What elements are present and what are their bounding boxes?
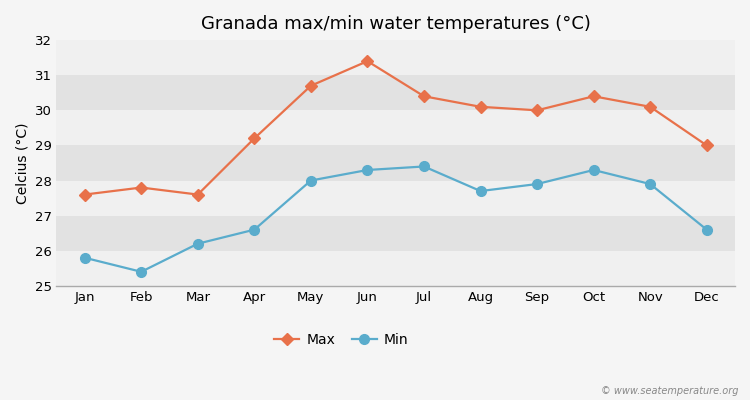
Max (250, 136, 259, 141)
Min (476, 189, 485, 194)
Min (419, 164, 428, 169)
Line: Min: Min (80, 162, 712, 277)
Bar (56, 146, 735, 180)
Max (646, 104, 655, 109)
Min (532, 182, 542, 186)
Text: © www.seatemperature.org: © www.seatemperature.org (602, 386, 739, 396)
Legend: Max, Min: Max, Min (268, 327, 414, 352)
Max (307, 83, 316, 88)
Min (702, 227, 711, 232)
Min (307, 178, 316, 183)
Min (194, 241, 202, 246)
Max (136, 185, 146, 190)
Title: Granada max/min water temperatures (°C): Granada max/min water temperatures (°C) (201, 15, 591, 33)
Min (250, 227, 259, 232)
Max (590, 94, 598, 99)
Min (363, 168, 372, 172)
Min (136, 269, 146, 274)
Bar (56, 251, 735, 286)
Bar (56, 40, 735, 75)
Max (532, 108, 542, 113)
Min (590, 168, 598, 172)
Bar (56, 110, 735, 146)
Bar (56, 75, 735, 110)
Max (194, 192, 202, 197)
Min (80, 255, 89, 260)
Max (363, 59, 372, 64)
Max (80, 192, 89, 197)
Min (646, 182, 655, 186)
Max (419, 94, 428, 99)
Max (702, 143, 711, 148)
Y-axis label: Celcius (°C): Celcius (°C) (15, 122, 29, 204)
Bar (56, 216, 735, 251)
Line: Max: Max (80, 57, 711, 199)
Bar (56, 180, 735, 216)
Max (476, 104, 485, 109)
